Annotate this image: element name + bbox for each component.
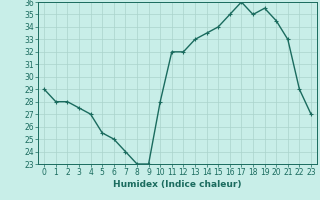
X-axis label: Humidex (Indice chaleur): Humidex (Indice chaleur) bbox=[113, 180, 242, 189]
